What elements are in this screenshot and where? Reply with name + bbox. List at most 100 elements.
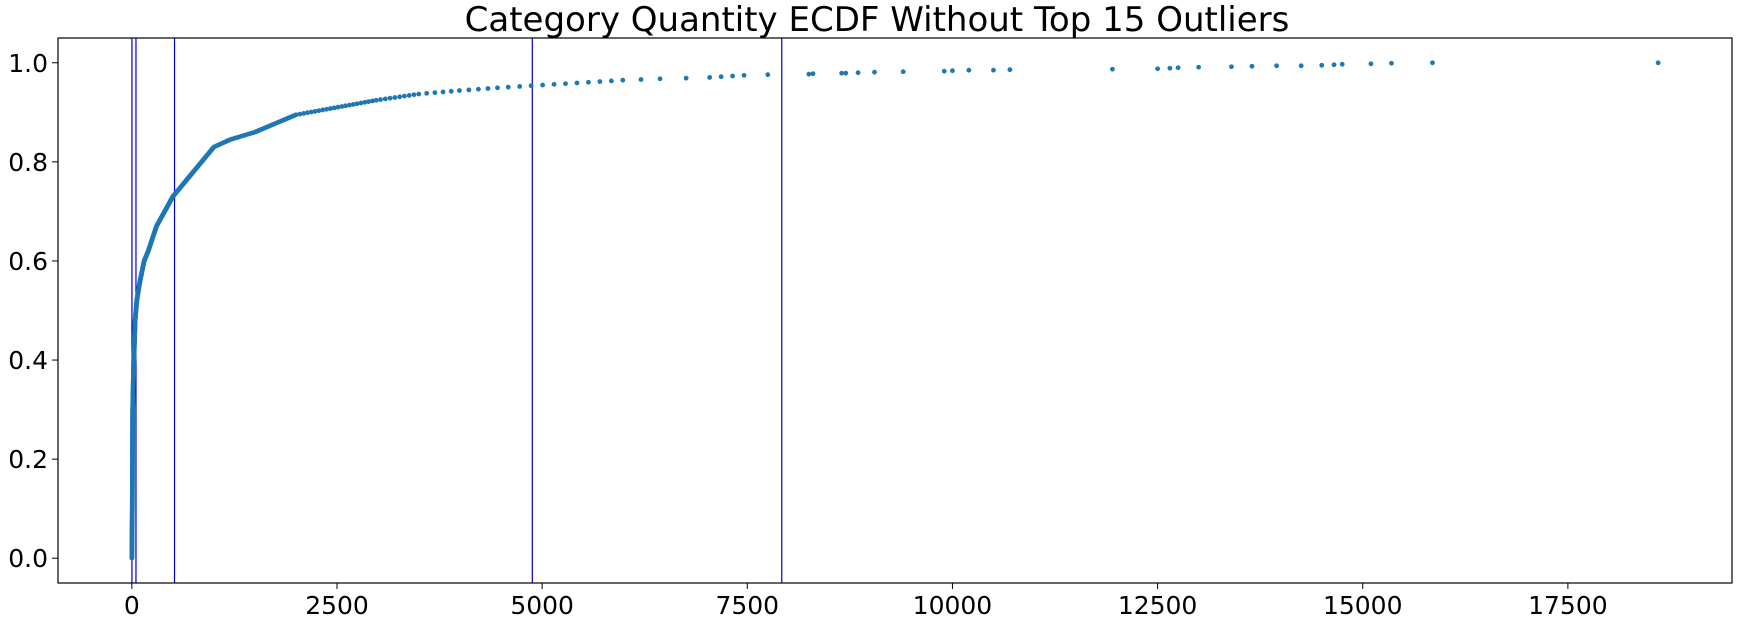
data-point — [950, 68, 955, 74]
data-point — [608, 78, 614, 84]
data-point — [402, 93, 407, 99]
data-point — [872, 69, 877, 75]
y-tick-label: 0.6 — [8, 247, 48, 276]
data-point — [1175, 65, 1181, 71]
data-point — [563, 81, 568, 87]
x-tick-label: 7500 — [715, 591, 779, 619]
x-tick-label: 5000 — [510, 591, 574, 619]
data-point — [551, 81, 557, 87]
data-point — [305, 110, 310, 116]
data-point — [297, 111, 303, 117]
data-point — [1167, 65, 1173, 71]
data-point — [1229, 64, 1234, 70]
data-points — [129, 60, 1661, 561]
data-point — [1298, 63, 1304, 69]
data-point — [327, 106, 333, 111]
x-tick-label: 15000 — [1323, 591, 1403, 619]
data-point — [586, 79, 591, 85]
data-point — [343, 103, 349, 109]
data-point — [301, 111, 307, 116]
data-point — [741, 72, 747, 78]
data-point — [387, 95, 393, 101]
y-tick-label: 1.0 — [8, 49, 48, 78]
data-point — [378, 97, 383, 102]
data-point — [406, 93, 412, 98]
data-point — [1274, 63, 1279, 69]
vertical-lines — [131, 38, 783, 583]
data-point — [362, 99, 368, 105]
data-point — [354, 101, 360, 107]
data-point — [1249, 63, 1255, 69]
data-point — [366, 99, 371, 105]
data-point — [1319, 62, 1325, 68]
data-point — [1389, 60, 1394, 66]
data-point — [730, 73, 735, 79]
data-point — [657, 76, 663, 82]
data-point — [1430, 60, 1435, 66]
data-point — [597, 79, 603, 84]
data-point — [457, 88, 462, 93]
x-tick-label: 10000 — [913, 591, 993, 619]
data-point — [335, 104, 341, 110]
data-point — [316, 108, 322, 114]
data-point — [517, 84, 523, 89]
data-point — [392, 95, 398, 100]
data-point — [528, 83, 534, 89]
data-point — [966, 67, 972, 73]
data-point — [900, 69, 906, 75]
data-point — [312, 108, 318, 114]
data-point — [683, 75, 689, 81]
data-point — [505, 84, 511, 90]
data-point — [347, 102, 352, 108]
y-tick-label: 0.4 — [8, 346, 48, 375]
data-point — [485, 86, 491, 91]
chart-title: Category Quantity ECDF Without Top 15 Ou… — [465, 0, 1290, 40]
data-point — [373, 97, 379, 103]
data-point — [324, 106, 329, 112]
data-point — [397, 94, 403, 100]
data-point — [466, 87, 472, 93]
y-tick-label: 0.8 — [8, 148, 48, 177]
data-point — [941, 68, 947, 74]
y-axis-ticks: 0.0 0.2 0.4 0.6 0.8 1.0 — [8, 49, 58, 573]
data-point — [843, 70, 849, 76]
data-point — [620, 77, 626, 83]
data-point — [638, 77, 644, 82]
plot-frame — [57, 37, 1733, 584]
data-point — [1007, 67, 1013, 73]
x-axis-ticks: 0 2500 5000 7500 10000 12500 15000 17500 — [124, 583, 1608, 619]
data-point — [855, 70, 861, 76]
data-point — [1110, 66, 1115, 72]
x-tick-label: 2500 — [305, 591, 369, 619]
data-point — [806, 71, 812, 77]
data-point — [810, 71, 816, 77]
x-tick-label: 12500 — [1118, 591, 1198, 619]
data-point — [432, 90, 438, 96]
data-point — [369, 98, 375, 104]
data-point — [339, 104, 345, 109]
data-point — [1196, 64, 1202, 70]
data-point — [1331, 62, 1337, 68]
y-tick-label: 0.0 — [8, 544, 48, 573]
data-point — [718, 74, 724, 80]
data-point — [765, 72, 771, 78]
data-point — [839, 70, 845, 76]
data-point — [1368, 61, 1374, 67]
data-point — [308, 109, 314, 115]
data-point — [331, 105, 337, 111]
data-point — [448, 88, 454, 94]
data-point — [476, 86, 481, 92]
data-point — [1339, 61, 1345, 67]
data-point — [991, 67, 996, 73]
data-point — [540, 82, 546, 88]
data-point — [382, 96, 388, 102]
data-point — [293, 112, 299, 118]
data-point — [707, 75, 713, 80]
x-tick-label: 17500 — [1528, 591, 1608, 619]
data-point — [574, 80, 580, 86]
data-point — [440, 89, 446, 95]
data-point — [495, 85, 500, 91]
data-point — [411, 92, 417, 98]
